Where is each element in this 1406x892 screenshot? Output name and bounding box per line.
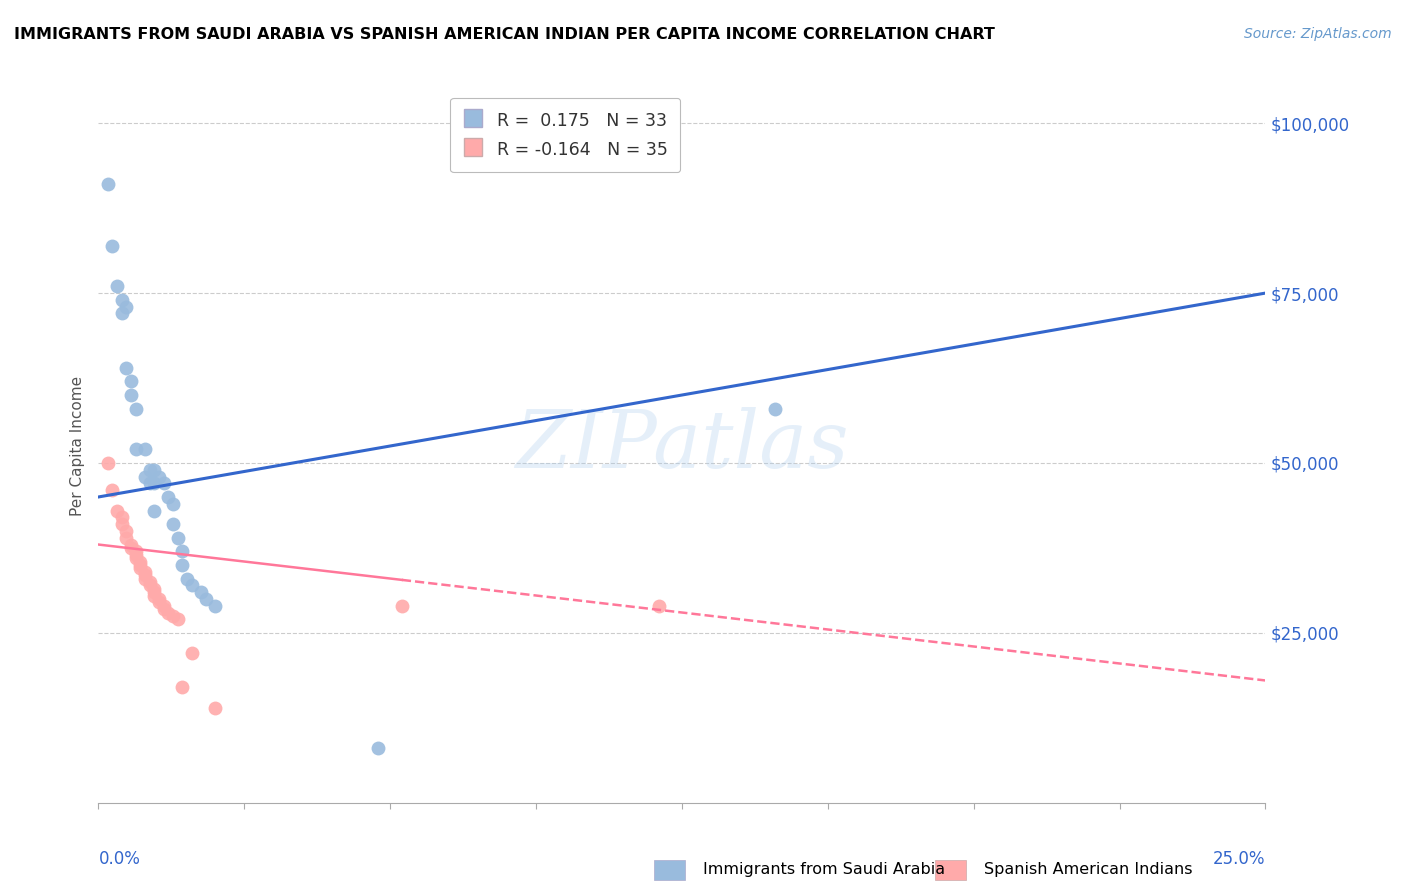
Point [120,537,142,551]
Point [120,388,142,402]
Point [134,572,156,586]
Point [125,551,148,566]
Point [129,558,152,572]
Point [190,585,212,599]
Point [166,531,188,545]
Point [143,476,166,491]
Point [97,178,120,192]
Point [143,582,166,596]
Point [120,541,142,555]
Y-axis label: Per Capita Income: Per Capita Income [70,376,86,516]
Point [204,700,226,714]
Point [172,680,194,694]
Point [152,602,174,616]
Point [391,599,413,613]
Point [125,442,148,457]
Legend: R =  0.175   N = 33, R = -0.164   N = 35: R = 0.175 N = 33, R = -0.164 N = 35 [450,98,681,172]
Point [180,578,202,592]
Text: 0.0%: 0.0% [98,850,141,869]
Text: 25.0%: 25.0% [1213,850,1265,869]
Point [105,279,128,293]
Point [139,578,162,592]
Point [101,238,124,252]
Point [763,401,786,416]
Point [115,531,138,545]
Point [148,595,170,609]
Point [157,490,180,504]
Point [162,517,184,532]
Point [111,293,134,307]
Text: IMMIGRANTS FROM SAUDI ARABIA VS SPANISH AMERICAN INDIAN PER CAPITA INCOME CORREL: IMMIGRANTS FROM SAUDI ARABIA VS SPANISH … [14,27,995,42]
Point [143,589,166,603]
Point [152,476,174,491]
Point [162,608,184,623]
Point [125,548,148,562]
Text: Immigrants from Saudi Arabia: Immigrants from Saudi Arabia [703,863,945,877]
Point [176,572,198,586]
Text: Source: ZipAtlas.com: Source: ZipAtlas.com [1244,27,1392,41]
Point [129,561,152,575]
Point [115,360,138,375]
Point [115,524,138,538]
Point [120,375,142,389]
Point [111,517,134,532]
Point [134,442,156,457]
Point [134,568,156,582]
Point [143,463,166,477]
Point [152,599,174,613]
Point [143,503,166,517]
Point [111,510,134,524]
Point [166,612,188,626]
Point [129,555,152,569]
Point [134,565,156,579]
Point [180,646,202,660]
Point [97,456,120,470]
Point [139,476,162,491]
Point [143,585,166,599]
Text: Spanish American Indians: Spanish American Indians [984,863,1192,877]
Point [115,300,138,314]
Point [139,463,162,477]
Point [172,558,194,572]
Point [204,599,226,613]
Point [125,544,148,558]
Point [148,469,170,483]
Point [172,544,194,558]
Text: ZIPatlas: ZIPatlas [515,408,849,484]
Point [101,483,124,498]
Point [367,741,389,756]
Point [647,599,669,613]
Point [125,401,148,416]
Point [105,503,128,517]
Point [162,497,184,511]
Point [134,469,156,483]
Point [157,606,180,620]
Point [139,574,162,589]
Point [148,591,170,606]
Point [194,591,217,606]
Point [111,306,134,320]
